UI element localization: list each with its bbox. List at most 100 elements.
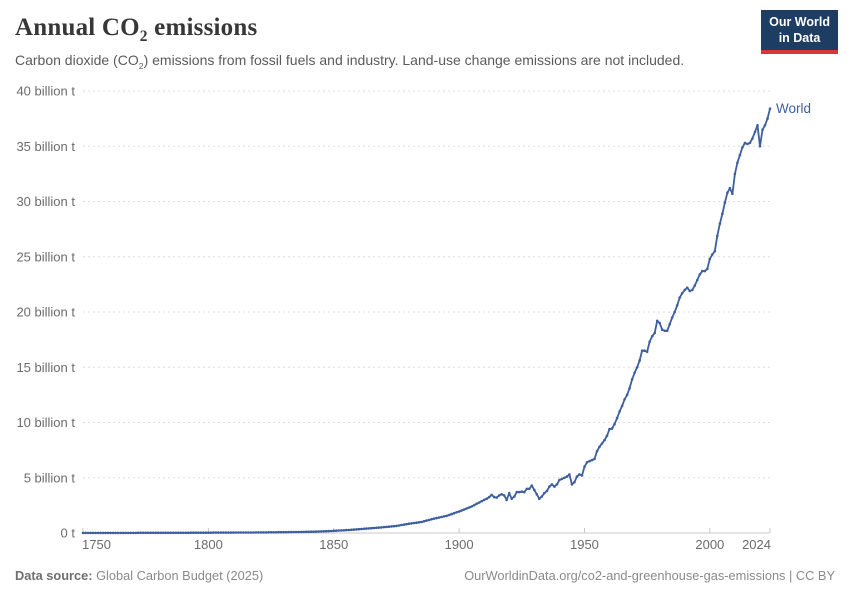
data-point xyxy=(753,130,757,134)
data-point xyxy=(422,520,426,523)
data-point xyxy=(703,269,707,273)
x-tick-label: 1800 xyxy=(194,537,223,552)
data-point xyxy=(222,531,225,534)
data-point xyxy=(337,529,341,532)
data-point xyxy=(407,522,411,525)
data-point xyxy=(623,398,626,401)
data-point xyxy=(748,141,752,145)
data-point xyxy=(430,518,433,521)
data-point xyxy=(670,316,674,319)
data-point xyxy=(515,490,519,494)
data-point xyxy=(156,531,160,535)
data-point xyxy=(342,529,346,532)
data-point xyxy=(560,477,564,481)
data-point xyxy=(272,531,275,534)
data-point xyxy=(655,319,659,323)
data-point xyxy=(146,531,150,535)
data-point xyxy=(252,531,255,534)
data-point xyxy=(322,530,326,533)
data-point xyxy=(460,509,463,512)
data-point xyxy=(583,465,586,469)
citation-link[interactable]: OurWorldinData.org/co2-and-greenhouse-ga… xyxy=(464,568,835,583)
data-point xyxy=(678,296,681,299)
data-point xyxy=(397,524,401,527)
data-point xyxy=(239,531,243,534)
data-point xyxy=(758,145,762,148)
data-point xyxy=(387,525,391,528)
data-point xyxy=(362,527,366,531)
data-point xyxy=(244,531,248,534)
series-end-label[interactable]: World xyxy=(776,101,811,116)
data-point xyxy=(420,520,423,524)
data-point xyxy=(400,523,403,527)
data-point xyxy=(585,461,589,464)
data-point xyxy=(507,491,511,495)
data-point xyxy=(718,222,722,225)
data-point xyxy=(229,531,233,534)
data-point xyxy=(523,490,526,494)
data-point xyxy=(738,153,742,157)
data-point xyxy=(535,493,539,496)
data-point xyxy=(415,521,418,524)
data-source: Data source: Global Carbon Budget (2025) xyxy=(15,568,263,583)
data-point xyxy=(630,378,634,381)
data-point xyxy=(618,410,621,413)
data-point xyxy=(269,531,273,534)
data-point xyxy=(540,495,544,498)
data-point xyxy=(292,530,295,534)
chart-subtitle: Carbon dioxide (CO2) emissions from foss… xyxy=(15,52,685,71)
data-point xyxy=(121,531,125,535)
data-point xyxy=(81,531,85,535)
data-point xyxy=(365,527,368,530)
data-point xyxy=(457,510,461,513)
data-point xyxy=(129,531,132,535)
data-point xyxy=(139,531,142,535)
data-point xyxy=(287,530,290,534)
data-point xyxy=(131,531,135,535)
data-point xyxy=(96,531,100,535)
data-point xyxy=(553,485,556,488)
data-point xyxy=(212,531,215,534)
data-point xyxy=(380,526,383,529)
data-point xyxy=(402,523,406,526)
data-point xyxy=(658,321,661,325)
data-point xyxy=(485,497,489,501)
data-point xyxy=(350,528,353,532)
data-point xyxy=(628,386,631,390)
data-point xyxy=(114,531,117,535)
data-point xyxy=(648,340,651,344)
data-point xyxy=(106,531,110,535)
data-point xyxy=(691,288,694,292)
data-point xyxy=(432,517,436,520)
data-point xyxy=(761,128,764,131)
data-point xyxy=(620,404,624,408)
owid-logo[interactable]: Our World in Data xyxy=(761,10,838,55)
data-point xyxy=(528,487,531,491)
data-point xyxy=(688,289,692,293)
data-point xyxy=(294,530,298,534)
data-point xyxy=(154,531,157,535)
x-tick-label: 1850 xyxy=(319,537,348,552)
data-point xyxy=(565,475,569,478)
data-point xyxy=(736,161,739,165)
data-point xyxy=(104,531,107,535)
data-point xyxy=(172,531,175,535)
data-point xyxy=(257,531,260,534)
y-tick-label: 15 billion t xyxy=(16,360,75,375)
emissions-line[interactable] xyxy=(82,107,771,534)
data-point xyxy=(249,531,253,534)
data-point xyxy=(683,288,687,292)
data-point xyxy=(477,501,481,504)
data-point xyxy=(392,524,396,528)
x-tick-label: 1750 xyxy=(82,537,111,552)
data-point xyxy=(99,531,102,535)
data-point xyxy=(465,507,468,510)
data-point xyxy=(575,475,579,478)
chart-footer: Data source: Global Carbon Budget (2025)… xyxy=(15,568,835,583)
data-point xyxy=(475,502,478,506)
data-point xyxy=(518,490,521,494)
data-point xyxy=(593,457,596,461)
data-point xyxy=(675,304,679,307)
data-point xyxy=(94,531,97,535)
